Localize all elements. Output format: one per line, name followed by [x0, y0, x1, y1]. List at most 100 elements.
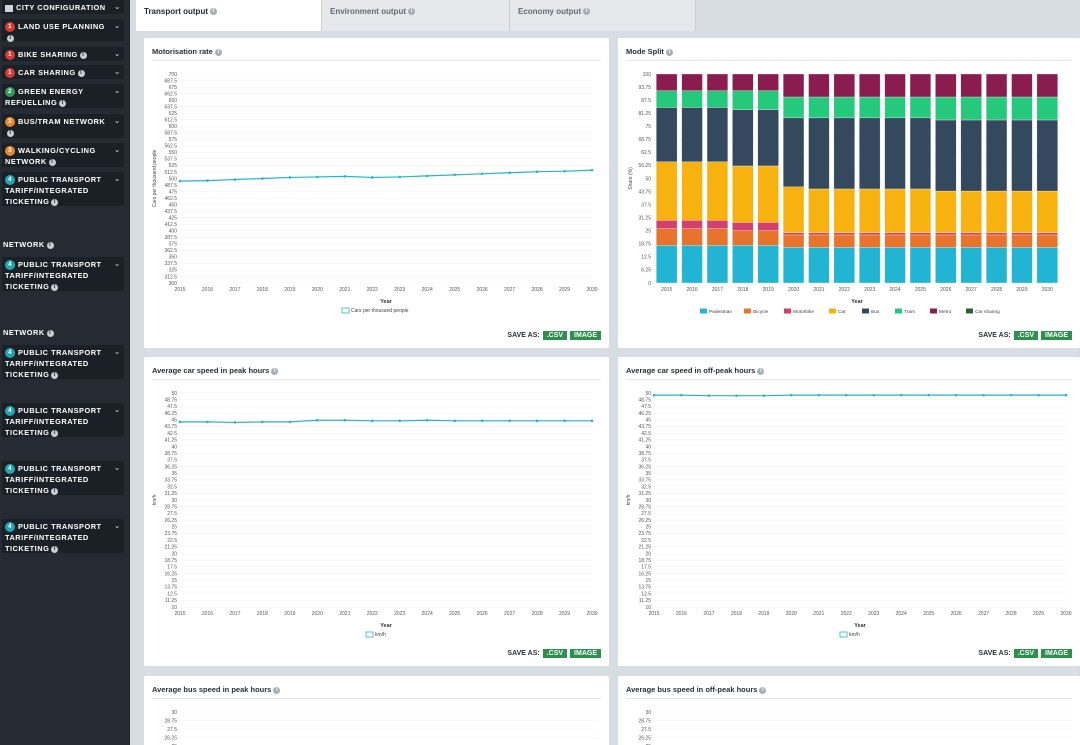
x-tick-label: 2024 [896, 611, 907, 617]
info-icon[interactable]: i [51, 371, 59, 379]
x-tick-label: 2019 [284, 287, 295, 293]
save-image-button[interactable]: IMAGE [1041, 331, 1072, 340]
step-number-badge: 3 [5, 146, 15, 157]
sidebar-item-green-energy-refuelling[interactable]: 2 GREEN ENERGY REFUELLING i ⌄ [2, 84, 124, 108]
step-number-badge: 4 [5, 260, 15, 271]
y-tick-label: 23.75 [164, 531, 177, 537]
y-tick-label: 43.75 [638, 424, 651, 430]
tab-transport-output[interactable]: Transport output i [136, 0, 322, 31]
panel-title: Average bus speed in peak hours i [152, 685, 281, 694]
step-number-badge: 4 [5, 348, 15, 359]
x-tick-label: 2025 [915, 287, 926, 293]
save-as: SAVE AS: .CSV IMAGE [507, 649, 601, 658]
y-tick-label: 325 [169, 268, 178, 274]
bar-segment-pedestrian [681, 245, 703, 284]
x-tick-label: 2021 [339, 611, 350, 617]
info-icon: i [408, 8, 415, 16]
data-point [316, 175, 319, 179]
x-tick-label: 2027 [966, 287, 977, 293]
y-tick-label: 28.75 [638, 718, 651, 724]
sidebar-item-bike-sharing[interactable]: 1 BIKE SHARING i ⌄ [2, 47, 124, 61]
info-icon[interactable]: i [7, 129, 14, 137]
y-tick-label: 462.5 [164, 196, 177, 202]
sidebar-item-public-transport-tariff-integrated-ticketing[interactable]: 4 PUBLIC TRANSPORT TARIFF/INTEGRATED TICK… [2, 257, 124, 291]
bar-segment-pedestrian [833, 247, 855, 284]
y-tick-label: 12.5 [641, 591, 651, 597]
data-point [707, 394, 711, 397]
y-tick-label: 50 [645, 176, 651, 182]
y-tick-label: 37.5 [641, 458, 651, 464]
sidebar-item-public-transport-tariff-integrated-ticketing[interactable]: 4 PUBLIC TRANSPORT TARIFF/INTEGRATED TICK… [2, 519, 124, 553]
info-icon[interactable]: i [51, 487, 59, 495]
y-tick-label: 375 [169, 242, 178, 248]
save-as: SAVE AS: .CSV IMAGE [978, 649, 1072, 658]
info-icon[interactable]: i [59, 99, 67, 107]
chevron-down-icon: ⌄ [113, 347, 121, 356]
sidebar-item-public-transport-tariff-integrated-ticketing[interactable]: 4 PUBLIC TRANSPORT TARIFF/INTEGRATED TICK… [2, 403, 124, 437]
save-image-button[interactable]: IMAGE [1041, 649, 1072, 658]
bar-segment-metro [833, 73, 855, 98]
bar-segment-metro [681, 73, 703, 91]
sidebar-item-walking-cycling-network[interactable]: 3 WALKING/CYCLING NETWORK i ⌄ [2, 143, 124, 167]
bar-segment-car [884, 188, 906, 233]
bar-segment-bicycle [935, 234, 957, 248]
info-icon[interactable]: i [7, 34, 14, 42]
save-image-button[interactable]: IMAGE [570, 331, 601, 340]
data-point [1064, 393, 1068, 397]
x-tick-label: 2028 [1006, 611, 1017, 617]
x-tick-label: 2018 [737, 287, 748, 293]
chevron-down-icon: ⌄ [113, 86, 121, 95]
y-tick-label: 45 [645, 418, 651, 424]
y-tick-label: 312.5 [164, 274, 177, 280]
info-icon[interactable]: i [51, 429, 59, 437]
y-tick-label: 350 [169, 255, 178, 261]
y-tick-label: 25 [171, 744, 177, 745]
sidebar-city-configuration[interactable]: CITY CONFIGURATION ⌄ [2, 0, 124, 14]
info-icon[interactable]: i [48, 158, 56, 166]
sidebar-item-public-transport-tariff-integrated-ticketing[interactable]: 4 PUBLIC TRANSPORT TARIFF/INTEGRATED TICK… [2, 345, 124, 379]
x-tick-label: 2016 [687, 287, 698, 293]
bar-segment-tram [656, 90, 678, 108]
sidebar-item-public-transport-tariff-integrated-ticketing[interactable]: 4 PUBLIC TRANSPORT TARIFF/INTEGRATED TICK… [2, 461, 124, 495]
x-tick-label: 2023 [394, 287, 405, 293]
x-tick-label: 2018 [731, 611, 742, 617]
info-icon[interactable]: i [77, 69, 85, 77]
save-csv-button[interactable]: .CSV [1013, 331, 1039, 340]
x-axis-label: Year [851, 299, 863, 305]
save-csv-button[interactable]: .CSV [1013, 649, 1039, 658]
sidebar-item-car-sharing[interactable]: 1 CAR SHARING i ⌄ [2, 65, 124, 79]
info-icon[interactable]: i [51, 198, 59, 206]
sidebar-item-bus-tram-network[interactable]: 3 BUS/TRAM NETWORK i ⌄ [2, 114, 124, 138]
save-image-button[interactable]: IMAGE [570, 649, 601, 658]
bar-segment-bicycle [960, 234, 982, 248]
x-tick-label: 2023 [868, 611, 879, 617]
bar-segment-pedestrian [808, 247, 830, 284]
save-csv-button[interactable]: .CSV [542, 649, 568, 658]
data-point [453, 173, 456, 177]
bar-segment-car [1036, 190, 1058, 233]
tab-environment-output[interactable]: Environment output i [322, 0, 510, 31]
legend-swatch [700, 308, 707, 314]
y-tick-label: 35 [645, 471, 651, 477]
sidebar-item-label: LAND USE PLANNING [18, 22, 105, 31]
y-tick-label: 41.25 [638, 438, 651, 444]
y-tick-label: 18.75 [638, 558, 651, 564]
save-csv-button[interactable]: .CSV [542, 331, 568, 340]
y-tick-label: 637.5 [164, 104, 177, 110]
y-tick-label: 41.25 [164, 438, 177, 444]
x-tick-label: 2024 [422, 287, 433, 293]
info-icon[interactable]: i [51, 545, 59, 553]
sidebar-item-public-transport-tariff-integrated-ticketing[interactable]: 4 PUBLIC TRANSPORT TARIFF/INTEGRATED TICK… [2, 172, 124, 206]
tab-economy-output[interactable]: Economy output i [510, 0, 696, 31]
info-icon[interactable]: i [79, 51, 87, 59]
info-icon[interactable]: i [51, 283, 59, 291]
data-point [508, 171, 511, 175]
bar-segment-bus [833, 117, 855, 190]
bar-segment-motorbike [732, 222, 754, 231]
x-axis-label: Year [854, 623, 866, 629]
legend-label: km/h [375, 632, 386, 638]
data-point [178, 179, 182, 183]
x-tick-label: 2019 [284, 611, 295, 617]
y-tick-label: 12.5 [167, 591, 177, 597]
sidebar-item-land-use-planning[interactable]: 1 LAND USE PLANNING i ⌄ [2, 19, 124, 42]
